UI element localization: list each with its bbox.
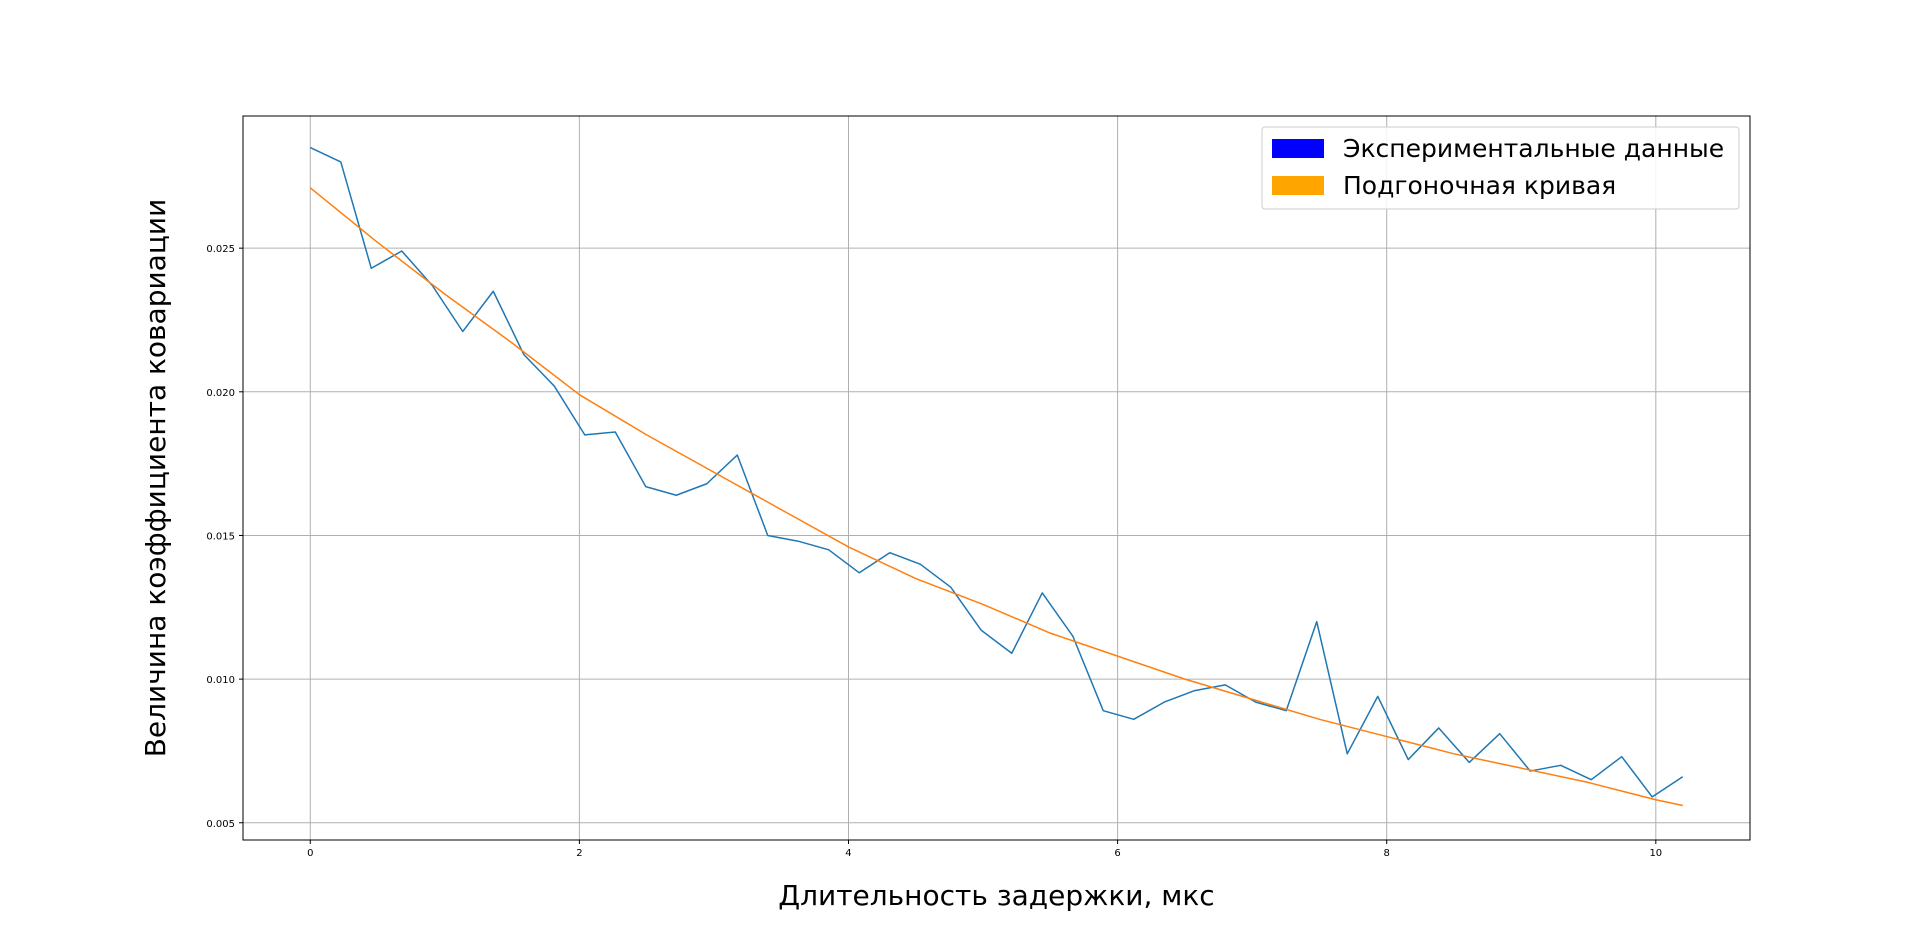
axis-ticks: 0 2 4 6 8 10 0.005 0.010 0.015 0.020 0.025 <box>206 244 1662 859</box>
legend: Экспериментальные данные Подгоночная кри… <box>1261 126 1740 210</box>
plot-series <box>309 146 1684 807</box>
legend-swatch-experimental <box>1272 139 1324 158</box>
y-tick-label: 0.005 <box>206 819 235 830</box>
x-tick-label: 0 <box>307 848 313 859</box>
y-tick-label: 0.020 <box>206 388 235 399</box>
y-axis-title: Величина коэффициента ковариации <box>139 199 172 758</box>
series-line-experimental <box>309 146 1684 798</box>
y-tick-label: 0.015 <box>206 531 235 542</box>
legend-label-experimental: Экспериментальные данные <box>1343 134 1724 163</box>
legend-box <box>1261 126 1740 210</box>
legend-swatch-fit <box>1272 176 1324 195</box>
y-tick-label: 0.010 <box>206 675 235 686</box>
x-tick-label: 8 <box>1384 848 1390 859</box>
x-tick-label: 4 <box>845 848 851 859</box>
x-tick-label: 6 <box>1114 848 1120 859</box>
x-tick-label: 10 <box>1649 848 1662 859</box>
grid-lines <box>243 116 1750 840</box>
legend-label-fit: Подгоночная кривая <box>1343 171 1616 200</box>
series-line-fit <box>309 187 1683 807</box>
plot-frame <box>242 115 1751 841</box>
y-tick-label: 0.025 <box>206 244 235 255</box>
x-axis-title: Длительность задержки, мкс <box>778 879 1214 912</box>
x-tick-label: 2 <box>576 848 582 859</box>
